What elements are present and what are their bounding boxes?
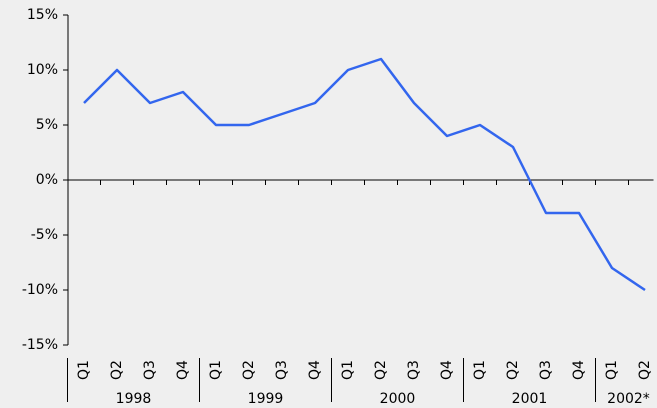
y-tick-label: -10% <box>22 282 58 298</box>
y-tick-label: 5% <box>36 117 58 133</box>
group-label: 1998 <box>116 391 152 407</box>
x-tick-label: Q1 <box>340 360 356 380</box>
group-label: 2001 <box>512 391 548 407</box>
group-label: 2002* <box>607 391 650 407</box>
y-tick-label: -5% <box>31 227 58 243</box>
y-tick-label: 0% <box>36 172 58 188</box>
x-tick-label: Q1 <box>604 360 620 380</box>
x-tick-label: Q3 <box>274 360 290 380</box>
y-tick-label: 15% <box>27 7 58 23</box>
data-line <box>83 57 646 292</box>
group-label: 1999 <box>248 391 284 407</box>
x-tick-label: Q2 <box>637 360 653 380</box>
x-tick-label: Q2 <box>109 360 125 380</box>
x-tick-label: Q1 <box>472 360 488 380</box>
x-tick-label: Q4 <box>307 360 323 380</box>
x-tick-label: Q3 <box>406 360 422 380</box>
x-tick-label: Q4 <box>175 360 191 380</box>
x-tick-label: Q1 <box>76 360 92 380</box>
x-tick-label: Q1 <box>208 360 224 380</box>
x-tick-label: Q2 <box>241 360 257 380</box>
x-tick-label: Q4 <box>439 360 455 380</box>
x-tick-label: Q4 <box>571 360 587 380</box>
x-tick-label: Q3 <box>142 360 158 380</box>
x-tick-label: Q2 <box>373 360 389 380</box>
x-tick-label: Q3 <box>538 360 554 380</box>
x-tick-label: Q2 <box>505 360 521 380</box>
y-tick-label: 10% <box>27 62 58 78</box>
group-label: 2000 <box>380 391 416 407</box>
y-tick-label: -15% <box>22 337 58 353</box>
